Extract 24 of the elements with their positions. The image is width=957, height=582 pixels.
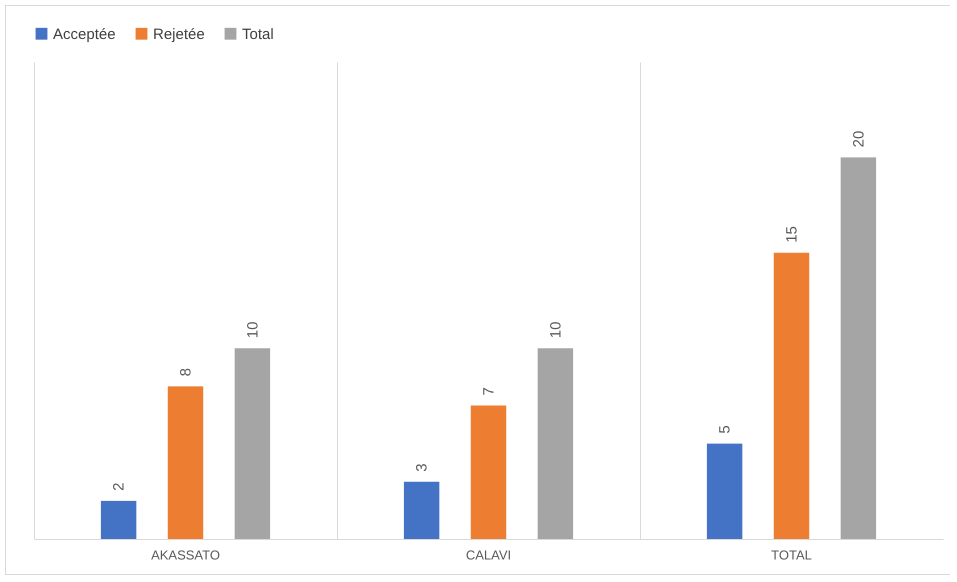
bar bbox=[404, 482, 440, 539]
legend-label: Rejetée bbox=[153, 26, 205, 43]
data-label: 5 bbox=[716, 425, 734, 434]
data-label: 8 bbox=[178, 368, 194, 376]
data-label: 7 bbox=[480, 387, 498, 396]
bar bbox=[706, 444, 742, 539]
legend-label: Total bbox=[242, 26, 274, 43]
data-label: 20 bbox=[850, 130, 868, 148]
x-tick-label: CALAVI bbox=[466, 548, 512, 562]
bar bbox=[234, 348, 270, 539]
data-label: 2 bbox=[110, 482, 128, 491]
data-label: 10 bbox=[244, 322, 262, 338]
bar bbox=[538, 348, 574, 539]
data-label: 15 bbox=[784, 226, 800, 243]
x-tick-label: AKASSATO bbox=[151, 548, 220, 562]
data-label: 3 bbox=[414, 463, 431, 472]
bar bbox=[100, 500, 136, 539]
legend-label: Acceptée bbox=[53, 26, 116, 43]
bar bbox=[774, 252, 810, 539]
bar bbox=[168, 386, 204, 539]
bar bbox=[470, 405, 506, 539]
x-tick-label: TOTAL bbox=[771, 548, 812, 562]
bar bbox=[840, 157, 876, 539]
data-label: 10 bbox=[547, 322, 564, 338]
